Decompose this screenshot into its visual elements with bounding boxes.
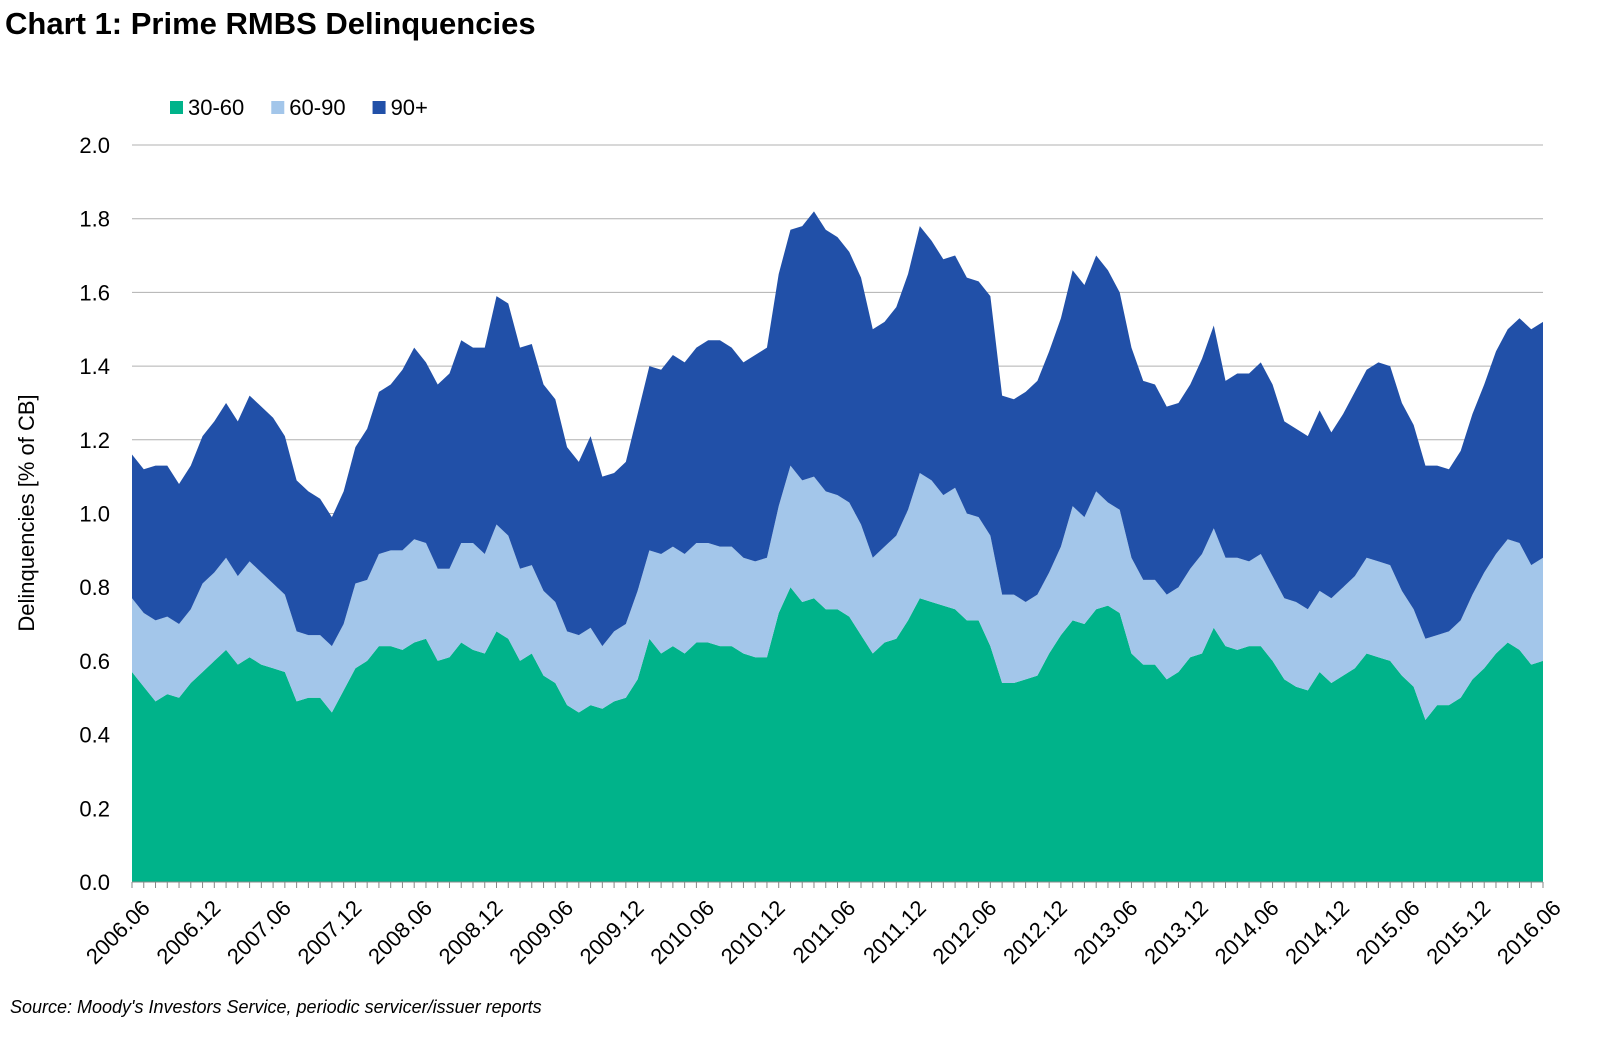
legend-swatch: [170, 101, 183, 114]
x-tick-label: 2012.12: [998, 895, 1072, 969]
x-tick-label: 2008.12: [434, 895, 508, 969]
x-tick-label: 2006.12: [151, 895, 225, 969]
x-tick-label: 2011.06: [788, 895, 861, 968]
area: [132, 211, 1543, 647]
x-tick-label: 2011.12: [858, 895, 931, 968]
y-tick-label: 0.4: [79, 723, 110, 748]
x-tick-label: 2014.12: [1280, 895, 1354, 969]
x-tick-label: 2012.06: [928, 895, 1002, 969]
x-tick-label: 2009.06: [504, 895, 578, 969]
x-tick-label: 2016.06: [1492, 895, 1566, 969]
legend-swatch: [372, 101, 386, 114]
x-tick-label: 2009.12: [575, 895, 649, 969]
y-tick-label: 1.0: [79, 502, 110, 527]
y-tick-label: 1.2: [79, 428, 110, 453]
legend-label: 90+: [391, 95, 428, 120]
area: [132, 587, 1543, 882]
x-tick-label: 2007.12: [293, 895, 367, 969]
x-tick-label: 2010.12: [716, 895, 790, 969]
x-tick-label: 2013.12: [1139, 895, 1213, 969]
y-tick-label: 1.8: [79, 207, 110, 232]
x-tick-label: 2015.12: [1421, 895, 1495, 969]
y-tick-label: 0.6: [79, 649, 110, 674]
y-tick-label: 0.8: [79, 575, 110, 600]
x-tick-label: 2015.06: [1351, 895, 1425, 969]
legend-label: 60-90: [289, 95, 345, 120]
source-note: Source: Moody's Investors Service, perio…: [10, 997, 542, 1017]
legend-label: 30-60: [188, 95, 244, 120]
x-tick-label: 2013.06: [1069, 895, 1143, 969]
x-tick-label: 2014.06: [1210, 895, 1284, 969]
legend-swatch: [271, 101, 285, 114]
area: [132, 465, 1543, 720]
y-tick-label: 2.0: [79, 133, 110, 158]
y-axis-label: Delinquencies [% of CB]: [14, 394, 39, 631]
x-tick-label: 2008.06: [363, 895, 437, 969]
y-tick-label: 0.2: [79, 796, 110, 821]
y-tick-label: 0.0: [79, 870, 110, 895]
y-tick-label: 1.4: [79, 354, 110, 379]
chart-title: Chart 1: Prime RMBS Delinquencies: [5, 6, 536, 41]
x-tick-label: 2010.06: [645, 895, 719, 969]
y-tick-label: 1.6: [79, 280, 110, 305]
x-tick-label: 2007.06: [222, 895, 296, 969]
x-tick-label: 2006.06: [81, 895, 155, 969]
